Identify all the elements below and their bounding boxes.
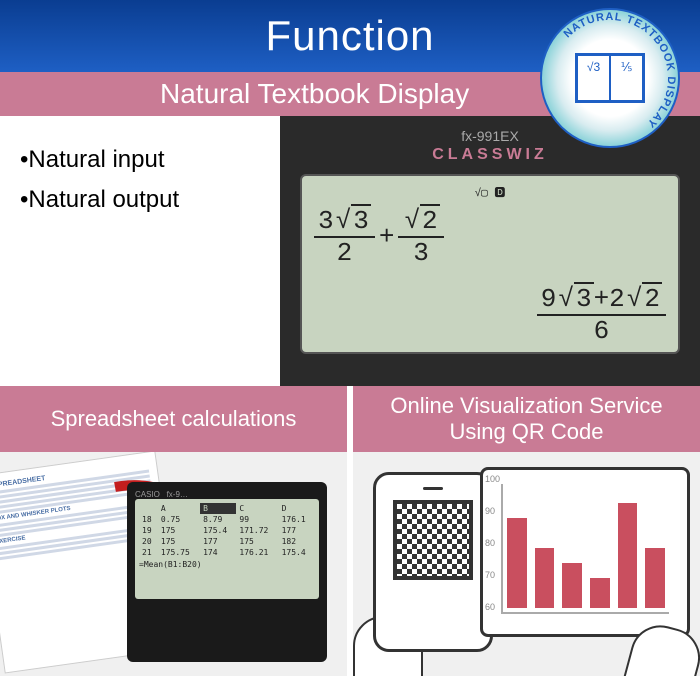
bullet-output: •Natural output — [20, 186, 260, 214]
qr-code-icon — [393, 500, 473, 580]
brand-label: CLASSWIZ — [292, 146, 688, 164]
spreadsheet-panel: Spreadsheet calculations 4 SPREADSHEET B… — [0, 386, 347, 676]
textbook-display-badge: √3 ⅕ NATURAL TEXTBOOK DISPLAY — [540, 8, 680, 148]
bar-chart: 60708090100 — [501, 484, 669, 614]
natural-display-panel: •Natural input •Natural output fx-991EX … — [0, 116, 700, 386]
qr-title: Online Visualization Service Using QR Co… — [353, 386, 700, 452]
lcd-screen: √▢ 🅳 332 + 23 93+226 — [300, 174, 680, 354]
lcd-result: 93+226 — [537, 286, 666, 344]
formula-cell: =Mean(B1:B20) — [139, 560, 315, 569]
tablet-illustration: 60708090100 — [480, 467, 690, 637]
qr-panel: Online Visualization Service Using QR Co… — [353, 386, 700, 676]
lcd-expression: 332 + 23 — [314, 208, 666, 266]
bullet-input: •Natural input — [20, 146, 260, 174]
spreadsheet-title: Spreadsheet calculations — [0, 386, 347, 452]
lcd-status-icons: √▢ 🅳 — [314, 184, 666, 200]
svg-text:NATURAL TEXTBOOK DISPLAY: NATURAL TEXTBOOK DISPLAY — [562, 11, 678, 130]
mini-lcd: ABCD180.758.7999176.119175175.4171.72177… — [135, 499, 319, 599]
mini-calculator: CASIO fx-9… ABCD180.758.7999176.11917517… — [127, 482, 327, 662]
phone-illustration — [373, 472, 493, 652]
calculator-photo: fx-991EX CLASSWIZ √▢ 🅳 332 + 23 93+226 — [280, 116, 700, 386]
